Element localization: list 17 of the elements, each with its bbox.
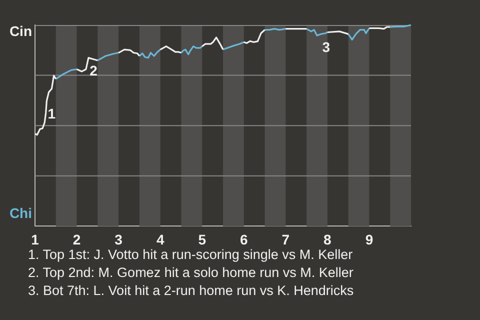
x-tick-label: 2 [72, 231, 81, 248]
text: Cin [9, 22, 32, 39]
x-tick-label: 8 [324, 231, 332, 248]
annotation: 1 [48, 106, 56, 122]
x-tick-label: 4 [156, 231, 164, 248]
x-tick-label: 6 [240, 231, 248, 248]
x-tick-label: 7 [282, 231, 290, 248]
x-tick-label: 9 [365, 231, 374, 248]
text: 1. Top 1st: J. Votto hit a run-scoring single vs M. Keller [28, 246, 354, 264]
annotation: 3 [322, 38, 330, 55]
text: 3. Bot 7th: L. Voit hit a 2-run home run vs K. Hendricks [28, 282, 354, 300]
x-tick-label: 1 [31, 231, 40, 248]
annotation: 2 [90, 62, 98, 79]
x-tick-label: 3 [114, 231, 123, 248]
text: Chi [9, 205, 32, 222]
text: 2. Top 2nd: M. Gomez hit a solo home run vs M. Keller [28, 264, 354, 282]
x-tick-label: 5 [198, 231, 206, 248]
